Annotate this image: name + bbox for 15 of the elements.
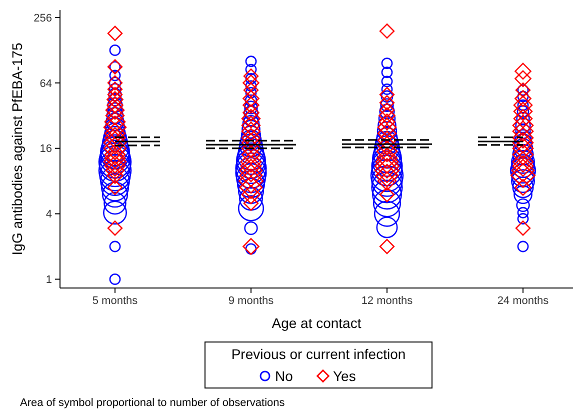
- x-tick-label: 12 months: [361, 295, 414, 307]
- legend-title: Previous or current infection: [231, 346, 406, 362]
- y-tick-label: 256: [34, 12, 52, 24]
- y-tick-label: 4: [46, 208, 52, 221]
- y-tick-label: 64: [40, 78, 52, 90]
- y-axis-title: IgG antibodies against PfEBA-175: [9, 42, 25, 256]
- text: Area of symbol proportional to number of observations: [20, 397, 286, 409]
- y-tick-label: 1: [46, 274, 52, 286]
- x-tick-label: 5 months: [92, 295, 138, 307]
- legend-label: Yes: [333, 368, 356, 384]
- x-axis-title: Age at contact: [272, 315, 362, 331]
- legend-label: No: [275, 368, 294, 384]
- x-tick-label: 9 months: [228, 295, 274, 307]
- x-tick-label: 24 months: [497, 295, 550, 307]
- y-tick-label: 16: [40, 143, 52, 156]
